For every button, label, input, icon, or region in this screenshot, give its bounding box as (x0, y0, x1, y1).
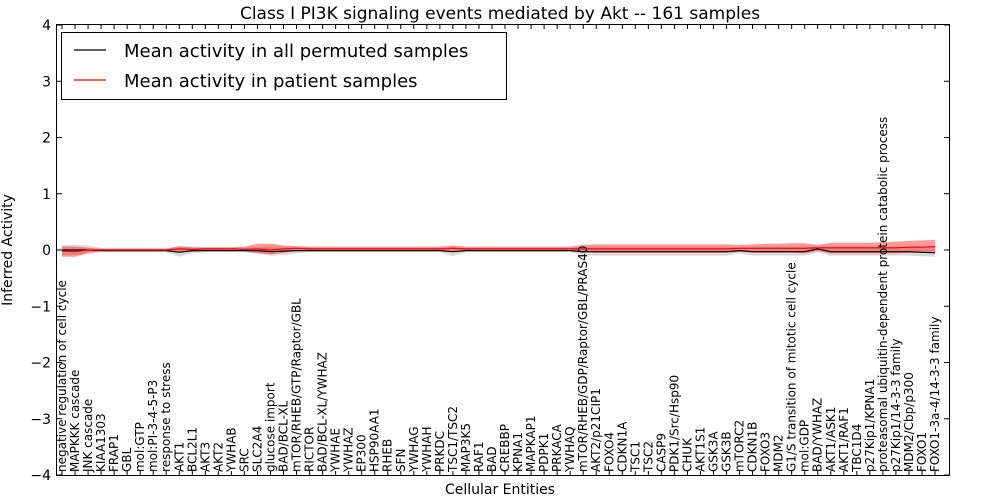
x-tick-label: FOXO3 (759, 432, 773, 472)
x-tick-label: response to stress (159, 362, 173, 472)
x-tick-label: AKT1 (172, 442, 186, 472)
x-tick-label: YWHAE (329, 428, 343, 473)
x-tick-label: AKT3 (198, 442, 212, 472)
x-tick-label: YWHAQ (563, 426, 577, 473)
line-series-1 (61, 246, 936, 253)
y-tick-label: 4 (42, 18, 51, 34)
x-tick-label: p27Kip1/KPNA1 (863, 379, 877, 472)
x-tick-label: MDM2 (772, 434, 786, 472)
y-axis-label: Inferred Activity (0, 194, 16, 306)
y-tick-label: 2 (42, 131, 51, 147)
x-tick-label: EP300 (355, 434, 369, 472)
x-tick-label: MAPKAP1 (524, 415, 538, 472)
x-tick-label: negative regulation of cell cycle (55, 280, 69, 472)
x-tick-label: YWHAZ (342, 427, 356, 473)
x-tick-label: YWHAH (420, 427, 434, 473)
x-tick-label: FOXO1-3a-4/14-3-3 family (928, 317, 942, 473)
x-tick-label: mTOR/RHEB/GDP/Raptor/GBL/PRAS40 (576, 246, 590, 472)
x-tick-label: RHEB (381, 439, 395, 472)
x-tick-label: SLC2A4 (250, 426, 264, 472)
legend-box (61, 32, 507, 100)
x-tick-label: mol:GTP (133, 422, 147, 472)
x-tick-label: TSC1 (628, 441, 642, 473)
legend-label-patient: Mean activity in patient samples (124, 71, 418, 92)
x-tick-label: CHUK (680, 437, 694, 472)
x-tick-label: G1/S transition of mitotic cell cycle (785, 262, 799, 472)
x-tick-label: AKT1/RAF1 (837, 407, 851, 472)
x-tick-label: BAD/YWHAZ (811, 398, 825, 472)
y-tick-label: −3 (30, 412, 51, 428)
x-tick-label: MAP3K5 (459, 423, 473, 472)
x-tick-label: TSC2 (641, 441, 655, 473)
x-tick-label: SRC (237, 448, 251, 472)
x-tick-label: mTORC2 (733, 420, 747, 472)
line-series-0 (62, 248, 936, 254)
x-tick-label: PDPK1 (537, 433, 551, 472)
chart-title: Class I PI3K signaling events mediated b… (240, 4, 760, 24)
x-tick-label: mol:GDP (798, 420, 812, 472)
x-tick-label: GSK3B (720, 431, 734, 472)
x-tick-label: FOXO1 (915, 432, 929, 472)
x-tick-label: KIAA1303 (94, 413, 108, 472)
y-tick-label: 3 (42, 74, 51, 90)
x-tick-label: GSK3A (707, 431, 721, 472)
x-tick-label: mol:PI-3-4-5-P3 (146, 380, 160, 472)
y-tick-label: −1 (30, 299, 51, 315)
x-tick-label: MDM2/Cbp/p300 (902, 372, 916, 472)
x-tick-label: CDKN1B (746, 422, 760, 472)
legend-label-permuted: Mean activity in all permuted samples (124, 41, 468, 62)
x-tick-label: AKT2/p21CIP1 (589, 388, 603, 472)
plot-frame (56, 24, 950, 476)
x-tick-label: CASP9 (654, 433, 668, 472)
x-tick-label: MAPKKK cascade (68, 370, 82, 472)
x-tick-label: RAF1 (472, 441, 486, 472)
x-tick-label: KPNA1 (511, 432, 525, 472)
x-tick-label: YWHAB (224, 427, 238, 473)
x-tick-label: JNK cascade (81, 399, 95, 473)
x-tick-label: BAD/BCL-XL (277, 400, 291, 472)
x-tick-label: AKT1S1 (694, 427, 708, 472)
y-tick-label: 1 (42, 187, 51, 203)
y-axis: −4 −3 −2 −1 0 1 2 3 4 (30, 18, 949, 484)
x-tick-label: AKT1/ASK1 (824, 407, 838, 472)
x-tick-label: p27Kip1/14-3-3 family (889, 339, 903, 472)
x-tick-label: HSP90AA1 (368, 408, 382, 472)
x-tick-label: BAD/BCL-XL/YWHAZ (316, 352, 330, 472)
x-tick-label: GBL (120, 447, 134, 472)
x-tick-label: CREBBP (498, 424, 512, 472)
x-tick-label: FRAP1 (107, 434, 121, 472)
legend: Mean activity in all permuted samples Me… (61, 32, 507, 100)
x-tick-label: mTOR/RHEB/GTP/Raptor/GBL (290, 298, 304, 472)
x-tick-label: BAD (485, 446, 499, 472)
y-tick-label: −4 (30, 468, 51, 484)
x-tick-label: proteasomal ubiquitin-dependent protein … (876, 117, 890, 472)
x-tick-label: PDK1/Src/Hsp90 (667, 375, 681, 472)
y-tick-label: 0 (42, 243, 51, 259)
x-tick-label: BCL2L1 (185, 427, 199, 472)
x-tick-label: AKT2 (211, 442, 225, 472)
x-tick-label: FOXO4 (602, 432, 616, 472)
x-tick-label: TBC1D4 (850, 424, 864, 473)
x-axis: negative regulation of cell cycle MAPKKK … (55, 25, 942, 475)
x-axis-label: Cellular Entities (445, 482, 555, 498)
x-tick-label: SFN (394, 449, 408, 473)
x-tick-label: RICTOR (303, 427, 317, 472)
x-tick-label: PRKDC (433, 431, 447, 472)
x-tick-label: YWHAG (407, 426, 421, 473)
x-tick-label: PRKACA (550, 423, 564, 472)
x-tick-label: TSC1/TSC2 (446, 406, 460, 473)
x-tick-label: CDKN1A (615, 421, 629, 472)
y-tick-label: −2 (30, 356, 51, 372)
x-tick-label: glucose import (264, 382, 278, 472)
series-lines (61, 246, 936, 254)
